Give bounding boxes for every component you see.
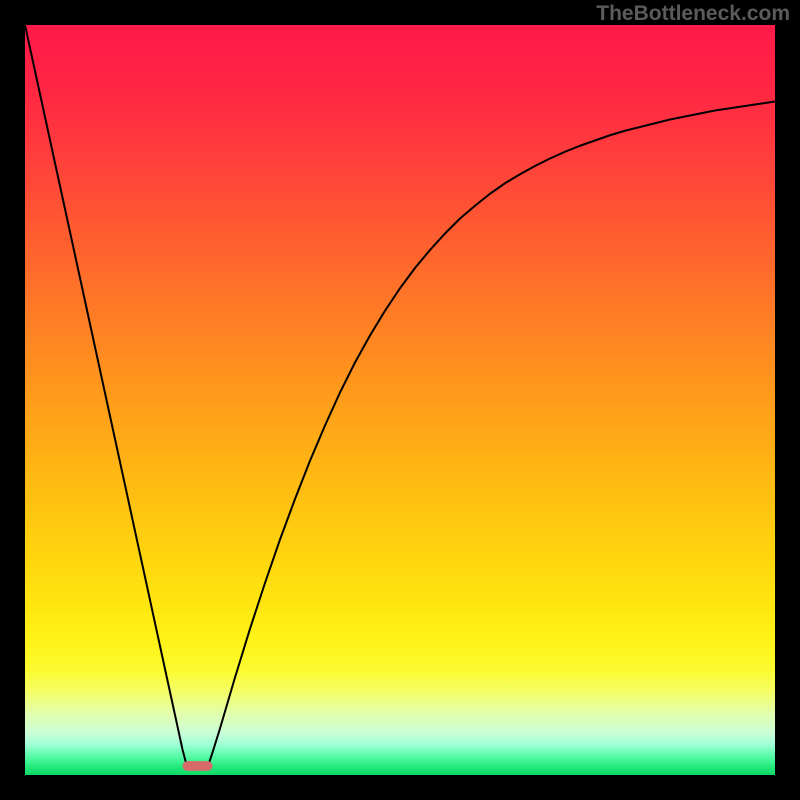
gradient-background <box>25 25 775 775</box>
optimal-marker <box>183 761 213 771</box>
plot-svg <box>25 25 775 775</box>
plot-area <box>25 25 775 775</box>
watermark-text: TheBottleneck.com <box>596 2 790 26</box>
chart-container: TheBottleneck.com <box>0 0 800 800</box>
